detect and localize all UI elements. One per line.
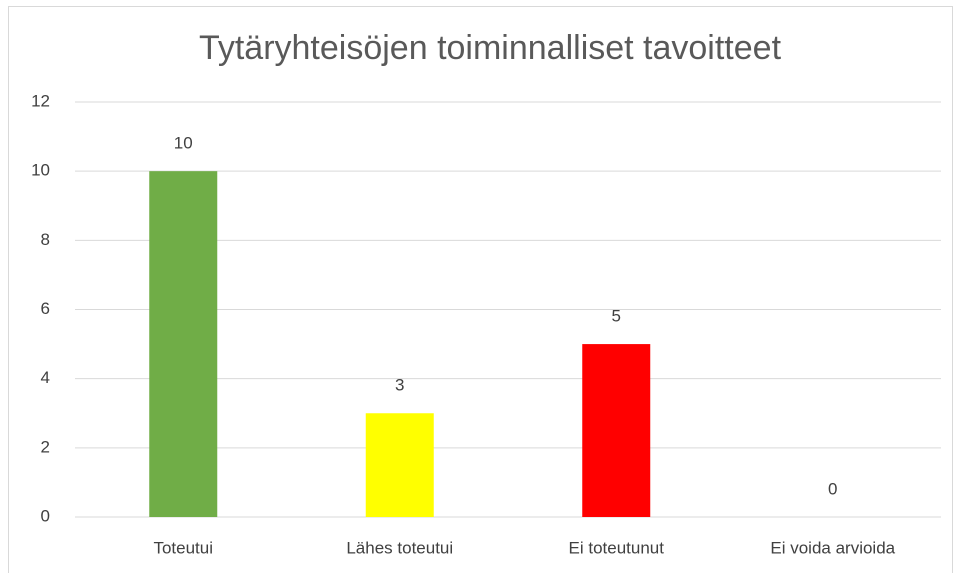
x-tick-label: Ei voida arvioida — [770, 538, 895, 557]
y-tick-label: 8 — [41, 230, 50, 249]
y-tick-label: 4 — [41, 368, 50, 387]
chart-title: Tytäryhteisöjen toiminnalliset tavoittee… — [199, 29, 782, 67]
y-tick-label: 12 — [31, 91, 50, 110]
y-tick-label: 10 — [31, 161, 50, 180]
data-label: 3 — [395, 376, 404, 395]
x-tick-label: Lähes toteutui — [346, 538, 453, 557]
data-label: 0 — [828, 479, 837, 498]
y-tick-label: 6 — [41, 299, 50, 318]
bar — [149, 171, 218, 517]
data-label: 10 — [174, 134, 193, 153]
y-tick-label: 2 — [41, 437, 50, 456]
bar — [365, 413, 434, 517]
y-tick-label: 0 — [41, 506, 50, 525]
bar — [582, 344, 651, 517]
x-tick-label: Toteutui — [153, 538, 213, 557]
x-tick-label: Ei toteutunut — [569, 538, 665, 557]
data-label: 5 — [612, 307, 621, 326]
